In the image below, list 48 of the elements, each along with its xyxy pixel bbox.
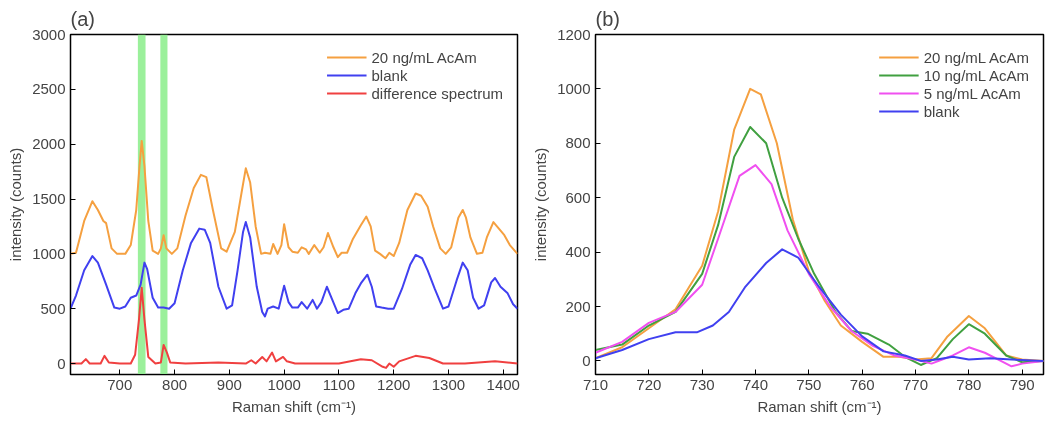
legend-label: 20 ng/mL AcAm bbox=[923, 48, 1029, 66]
x-tick-label: 790 bbox=[1009, 375, 1035, 393]
x-tick-label: 710 bbox=[582, 375, 609, 393]
x-tick-label: 1300 bbox=[431, 375, 466, 393]
y-tick-label: 1500 bbox=[32, 190, 66, 208]
x-axis-title: Raman shift (cm⁻¹) bbox=[757, 397, 882, 415]
line-series bbox=[70, 221, 518, 318]
legend-label: blank bbox=[371, 66, 408, 84]
x-tick-label: 1400 bbox=[486, 375, 520, 393]
x-tick-label: 770 bbox=[902, 375, 929, 393]
x-tick-label: 750 bbox=[796, 375, 822, 393]
y-tick-label: 3000 bbox=[32, 25, 66, 43]
legend-label: difference spectrum bbox=[371, 84, 503, 102]
legend-label: 20 ng/mL AcAm bbox=[371, 48, 477, 66]
y-tick-label: 2000 bbox=[32, 135, 66, 153]
legend-label: blank bbox=[923, 102, 960, 120]
x-tick-label: 1200 bbox=[377, 375, 411, 393]
y-tick-label: 500 bbox=[40, 299, 66, 317]
x-tick-label: 720 bbox=[636, 375, 662, 393]
chart-title: (b) bbox=[595, 7, 620, 30]
legend-label: 5 ng/mL AcAm bbox=[923, 84, 1021, 102]
y-tick-label: 2500 bbox=[32, 80, 66, 98]
legend-label: 10 ng/mL AcAm bbox=[923, 66, 1029, 84]
x-tick-label: 780 bbox=[956, 375, 982, 393]
chart-title: (a) bbox=[70, 7, 95, 30]
y-tick-label: 200 bbox=[565, 297, 591, 315]
x-axis-title: Raman shift (cm⁻¹) bbox=[231, 397, 357, 415]
y-tick-label: 600 bbox=[565, 188, 591, 206]
y-tick-label: 1000 bbox=[557, 79, 591, 97]
line-series bbox=[70, 286, 518, 369]
y-tick-label: 400 bbox=[565, 243, 591, 261]
line-series bbox=[595, 248, 1044, 362]
x-tick-label: 760 bbox=[849, 375, 875, 393]
x-tick-label: 740 bbox=[742, 375, 769, 393]
y-tick-label: 0 bbox=[57, 354, 66, 372]
line-series bbox=[70, 139, 518, 260]
y-tick-label: 0 bbox=[582, 351, 591, 369]
y-axis-title: intensity (counts) bbox=[532, 147, 550, 262]
x-tick-label: 900 bbox=[216, 375, 242, 393]
x-tick-label: 800 bbox=[162, 375, 188, 393]
y-axis-title: intensity (counts) bbox=[7, 147, 25, 262]
y-tick-label: 1000 bbox=[32, 244, 66, 262]
x-tick-label: 1100 bbox=[322, 375, 356, 393]
y-tick-label: 1200 bbox=[557, 25, 591, 43]
x-tick-label: 700 bbox=[107, 375, 133, 393]
y-tick-label: 800 bbox=[565, 134, 591, 152]
x-tick-label: 1000 bbox=[267, 375, 301, 393]
x-tick-label: 730 bbox=[689, 375, 715, 393]
